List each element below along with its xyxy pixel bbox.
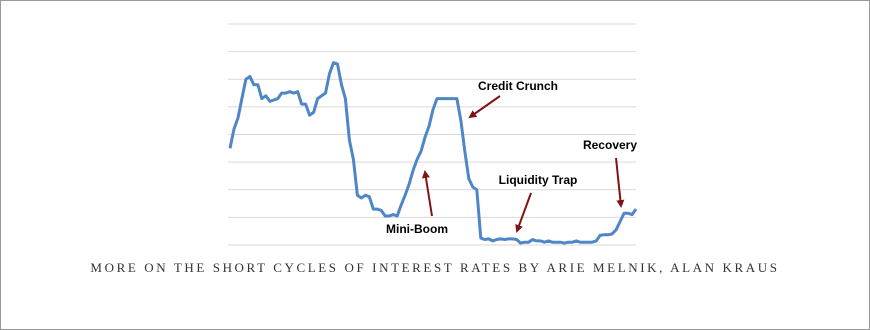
- annotation: Liquidity Trap: [499, 173, 578, 187]
- caption: MORE ON THE SHORT CYCLES OF INTEREST RAT…: [90, 260, 779, 275]
- plot: [228, 61, 638, 245]
- arrow: [515, 192, 532, 233]
- annotation: Recovery: [583, 138, 637, 152]
- annotation: Credit Crunch: [478, 79, 558, 93]
- data-line: [228, 61, 638, 245]
- grid: [228, 23, 636, 246]
- arrow: [615, 157, 625, 208]
- arrow: [421, 170, 433, 217]
- arrow: [468, 95, 501, 119]
- annotation: Mini-Boom: [386, 222, 448, 236]
